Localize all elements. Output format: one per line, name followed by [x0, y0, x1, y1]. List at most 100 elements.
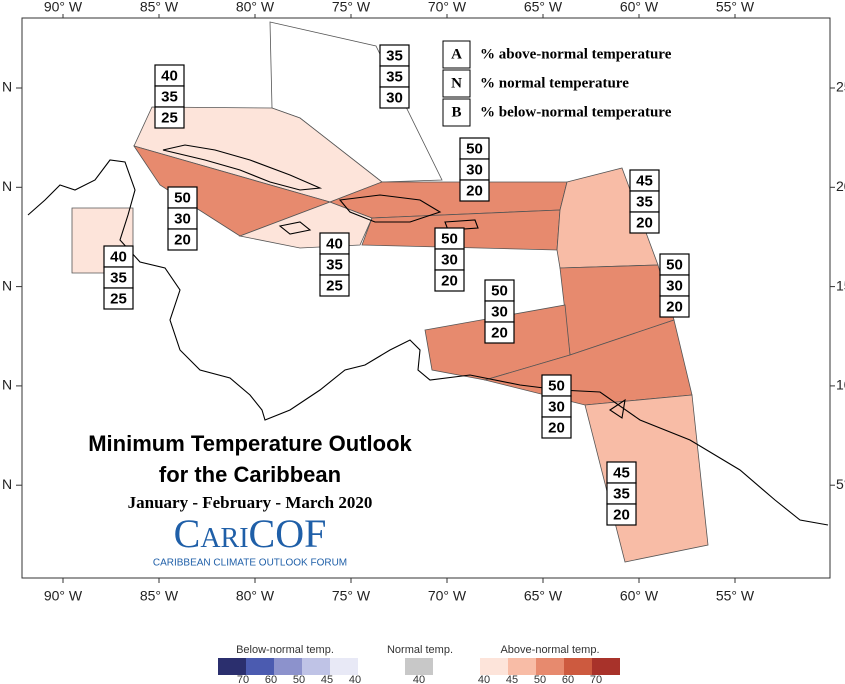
colorbar-tick: 45 — [321, 674, 333, 684]
prob-box — [659, 295, 690, 318]
colorbar-tick: 50 — [293, 674, 305, 684]
prob-value: 20 — [548, 419, 565, 436]
prob-box — [154, 106, 185, 129]
prob-value: 50 — [441, 230, 458, 247]
top-label: 90° W — [44, 0, 83, 15]
prob-value: 25 — [110, 290, 127, 307]
left-label: N — [2, 178, 12, 194]
legend-letter: N — [451, 75, 462, 91]
prob-box — [167, 228, 198, 251]
prob-value: 30 — [174, 210, 191, 227]
colorbar-swatch — [302, 658, 330, 675]
axis-labels: 90° W 85° W 80° W 75° W 70° W 65° W 60° W 55° W… — [2, 0, 845, 604]
prob-value: 20 — [174, 231, 191, 248]
colorbar-swatch — [536, 658, 564, 675]
prob-box — [484, 321, 515, 344]
right-label: 10° — [836, 377, 845, 393]
prob-value: 30 — [441, 251, 458, 268]
coastline — [27, 159, 829, 526]
bottom-label: 80° W — [236, 588, 275, 604]
prob-box — [629, 211, 660, 234]
colorbar-tick: 50 — [534, 674, 546, 684]
period: January - February - March 2020 — [128, 493, 373, 512]
colorbar-tick: 40 — [478, 674, 490, 684]
prob-value: 30 — [386, 89, 403, 106]
prob-box — [606, 503, 637, 526]
prob-value: 50 — [491, 282, 508, 299]
bottom-label: 65° W — [524, 588, 563, 604]
coastline — [609, 398, 626, 419]
prob-value: 30 — [466, 161, 483, 178]
prob-value: 50 — [666, 256, 683, 273]
prob-value: 35 — [161, 88, 178, 105]
prob-value: 40 — [161, 67, 178, 84]
left-label: N — [2, 377, 12, 393]
top-label: 70° W — [428, 0, 467, 15]
left-label: N — [2, 476, 12, 492]
prob-value: 30 — [666, 277, 683, 294]
legend-letter: A — [451, 46, 462, 62]
top-label: 75° W — [332, 0, 371, 15]
prob-value: 35 — [386, 47, 403, 64]
prob-value: 20 — [441, 272, 458, 289]
left-label: N — [2, 79, 12, 95]
prob-box — [103, 287, 134, 310]
legend-box — [442, 40, 471, 69]
bottom-label: 55° W — [716, 588, 755, 604]
prob-value: 50 — [174, 189, 191, 206]
top-label: 85° W — [140, 0, 179, 15]
colorbar-swatch — [274, 658, 302, 675]
prob-value: 25 — [161, 109, 178, 126]
colorbar-tick: 45 — [506, 674, 518, 684]
colorbar-tick: 60 — [562, 674, 574, 684]
bottom-label: 75° W — [332, 588, 371, 604]
prob-box — [459, 179, 490, 202]
prob-value: 30 — [548, 398, 565, 415]
prob-value: 25 — [326, 277, 343, 294]
colorbar-swatch — [330, 658, 358, 675]
logo: CariCOF — [174, 511, 327, 556]
right-label: 15° — [836, 277, 845, 293]
colorbar-swatch — [564, 658, 592, 675]
coastline — [162, 144, 323, 191]
coastlines — [27, 144, 829, 526]
bottom-label: 90° W — [44, 588, 83, 604]
logo-tagline: CARIBBEAN CLIMATE OUTLOOK FORUM — [153, 558, 347, 569]
prob-value: 45 — [636, 172, 653, 189]
coastline — [278, 221, 312, 235]
colorbar-tick: 70 — [237, 674, 249, 684]
prob-value: 35 — [386, 68, 403, 85]
right-label: 20° — [836, 178, 845, 194]
colorbar-label: Above-normal temp. — [500, 644, 599, 656]
colorbar-tick: 70 — [590, 674, 602, 684]
legend-box — [442, 69, 471, 98]
colorbar: Below-normal temp. 70 60 50 45 40 Normal temp.… — [218, 644, 620, 684]
prob-value: 30 — [491, 303, 508, 320]
title: Minimum Temperature Outlook — [88, 431, 412, 456]
legend-text: % normal temperature — [480, 75, 629, 91]
colorbar-tick: 40 — [413, 674, 425, 684]
legend-text: % below-normal temperature — [480, 104, 672, 120]
prob-value: 35 — [326, 256, 343, 273]
prob-value: 20 — [666, 298, 683, 315]
legend: A % above-normal temperature N % normal tem… — [442, 40, 672, 127]
bottom-label: 70° W — [428, 588, 467, 604]
prob-value: 40 — [326, 235, 343, 252]
legend-letter: B — [451, 104, 461, 120]
legend-box — [442, 98, 471, 127]
colorbar-tick: 40 — [349, 674, 361, 684]
top-label: 60° W — [620, 0, 659, 15]
legend-text: % above-normal temperature — [480, 46, 672, 62]
prob-box — [541, 416, 572, 439]
prob-value: 50 — [466, 140, 483, 157]
left-label: N — [2, 277, 12, 293]
prob-value: 45 — [613, 464, 630, 481]
top-label: 65° W — [524, 0, 563, 15]
prob-box — [319, 274, 350, 297]
right-label: 25° — [836, 79, 845, 95]
colorbar-label: Normal temp. — [387, 644, 453, 656]
prob-value: 50 — [548, 377, 565, 394]
prob-value: 40 — [110, 248, 127, 265]
